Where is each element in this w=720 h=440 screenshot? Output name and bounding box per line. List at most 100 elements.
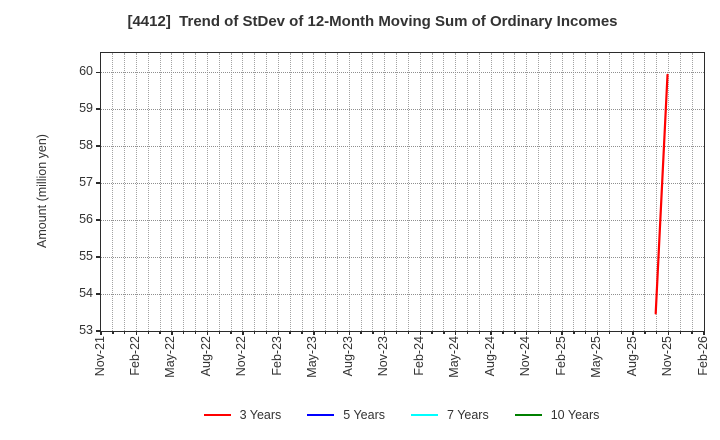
- vertical-gridline: [502, 53, 505, 331]
- x-tick-label: Aug-25: [624, 336, 639, 377]
- x-major-tick: [384, 331, 386, 335]
- x-major-tick: [632, 331, 634, 335]
- vertical-gridline: [313, 53, 315, 331]
- vertical-gridline: [230, 53, 233, 331]
- vertical-gridline: [171, 53, 173, 331]
- vertical-gridline: [573, 53, 575, 331]
- y-major-tick: [96, 256, 100, 258]
- x-tick-label: Feb-24: [411, 336, 426, 376]
- x-minor-tick: [123, 331, 126, 334]
- vertical-gridline: [218, 53, 221, 331]
- x-major-tick: [419, 331, 421, 335]
- vertical-gridline: [561, 53, 564, 331]
- y-tick-label: 60: [79, 64, 93, 79]
- vertical-gridline: [656, 53, 658, 331]
- vertical-gridline: [289, 53, 292, 331]
- vertical-gridline: [159, 53, 162, 331]
- y-major-tick: [96, 145, 100, 147]
- x-minor-tick: [549, 331, 551, 334]
- x-tick-label: Aug-24: [482, 336, 497, 377]
- x-minor-tick: [159, 331, 161, 334]
- x-minor-tick: [372, 331, 374, 334]
- x-major-tick: [455, 331, 457, 335]
- x-major-tick: [703, 331, 705, 335]
- legend-item-3-years: 3 Years: [203, 407, 282, 423]
- vertical-gridline: [467, 53, 469, 331]
- x-minor-tick: [573, 331, 575, 334]
- legend-item-5-years: 5 Years: [307, 407, 385, 423]
- x-minor-tick: [218, 331, 220, 334]
- vertical-gridline: [266, 53, 268, 331]
- x-tick-label: Feb-22: [127, 336, 142, 376]
- x-minor-tick: [656, 331, 658, 334]
- x-tick-label: May-22: [163, 336, 178, 378]
- vertical-gridline: [514, 53, 516, 331]
- vertical-gridline: [478, 53, 481, 331]
- x-major-tick: [242, 331, 244, 335]
- vertical-gridline: [301, 53, 304, 331]
- vertical-gridline: [242, 53, 244, 331]
- x-tick-label: Nov-24: [518, 336, 533, 377]
- y-major-tick: [96, 108, 100, 110]
- x-minor-tick: [502, 331, 504, 334]
- x-minor-tick: [407, 331, 410, 334]
- x-minor-tick: [183, 331, 185, 334]
- x-minor-tick: [620, 331, 622, 334]
- x-minor-tick: [537, 331, 540, 334]
- horizontal-gridline: [101, 108, 704, 111]
- x-major-tick: [313, 331, 315, 335]
- x-minor-tick: [301, 331, 303, 334]
- x-minor-tick: [360, 331, 362, 334]
- horizontal-gridline: [101, 256, 704, 259]
- vertical-gridline: [206, 53, 209, 331]
- vertical-gridline: [147, 53, 150, 331]
- vertical-gridline: [325, 53, 327, 331]
- vertical-gridline: [549, 53, 552, 331]
- vertical-gridline: [608, 53, 611, 331]
- x-minor-tick: [395, 331, 398, 334]
- vertical-gridline: [490, 53, 493, 331]
- x-major-tick: [596, 331, 599, 335]
- x-minor-tick: [691, 331, 693, 334]
- legend-label: 10 Years: [550, 408, 600, 422]
- legend-label: 5 Years: [343, 408, 386, 422]
- horizontal-gridline: [101, 219, 704, 222]
- vertical-gridline: [526, 53, 528, 331]
- x-tick-label: May-25: [589, 336, 604, 378]
- x-major-tick: [490, 331, 492, 335]
- x-tick-label: Aug-23: [340, 336, 355, 377]
- y-tick-label: 56: [79, 212, 93, 227]
- vertical-gridline: [597, 53, 599, 331]
- vertical-gridline: [668, 53, 670, 331]
- x-tick-label: May-23: [305, 336, 320, 378]
- horizontal-gridline: [101, 145, 704, 148]
- x-minor-tick: [112, 331, 114, 334]
- vertical-gridline: [632, 53, 635, 331]
- y-major-tick: [96, 293, 100, 295]
- x-minor-tick: [230, 331, 232, 334]
- x-minor-tick: [289, 331, 291, 334]
- x-major-tick: [525, 331, 528, 335]
- vertical-gridline: [112, 53, 114, 331]
- x-tick-label: Feb-23: [269, 336, 284, 376]
- vertical-gridline: [372, 53, 374, 331]
- x-tick-label: Feb-26: [695, 336, 710, 376]
- y-major-tick: [96, 219, 100, 221]
- vertical-gridline: [585, 53, 587, 331]
- y-tick-label: 54: [79, 286, 93, 301]
- vertical-gridline: [360, 53, 363, 331]
- y-axis-label: Amount (million yen): [35, 134, 49, 248]
- x-major-tick: [171, 331, 173, 335]
- vertical-gridline: [195, 53, 197, 331]
- legend-label: 3 Years: [239, 408, 282, 422]
- y-tick-label: 53: [79, 323, 93, 337]
- vertical-gridline: [620, 53, 623, 331]
- x-tick-label: Nov-23: [376, 336, 391, 377]
- x-minor-tick: [254, 331, 256, 334]
- vertical-gridline: [691, 53, 694, 331]
- x-major-tick: [561, 331, 563, 335]
- vertical-gridline: [679, 53, 682, 331]
- vertical-gridline: [384, 53, 386, 331]
- vertical-gridline: [419, 53, 422, 331]
